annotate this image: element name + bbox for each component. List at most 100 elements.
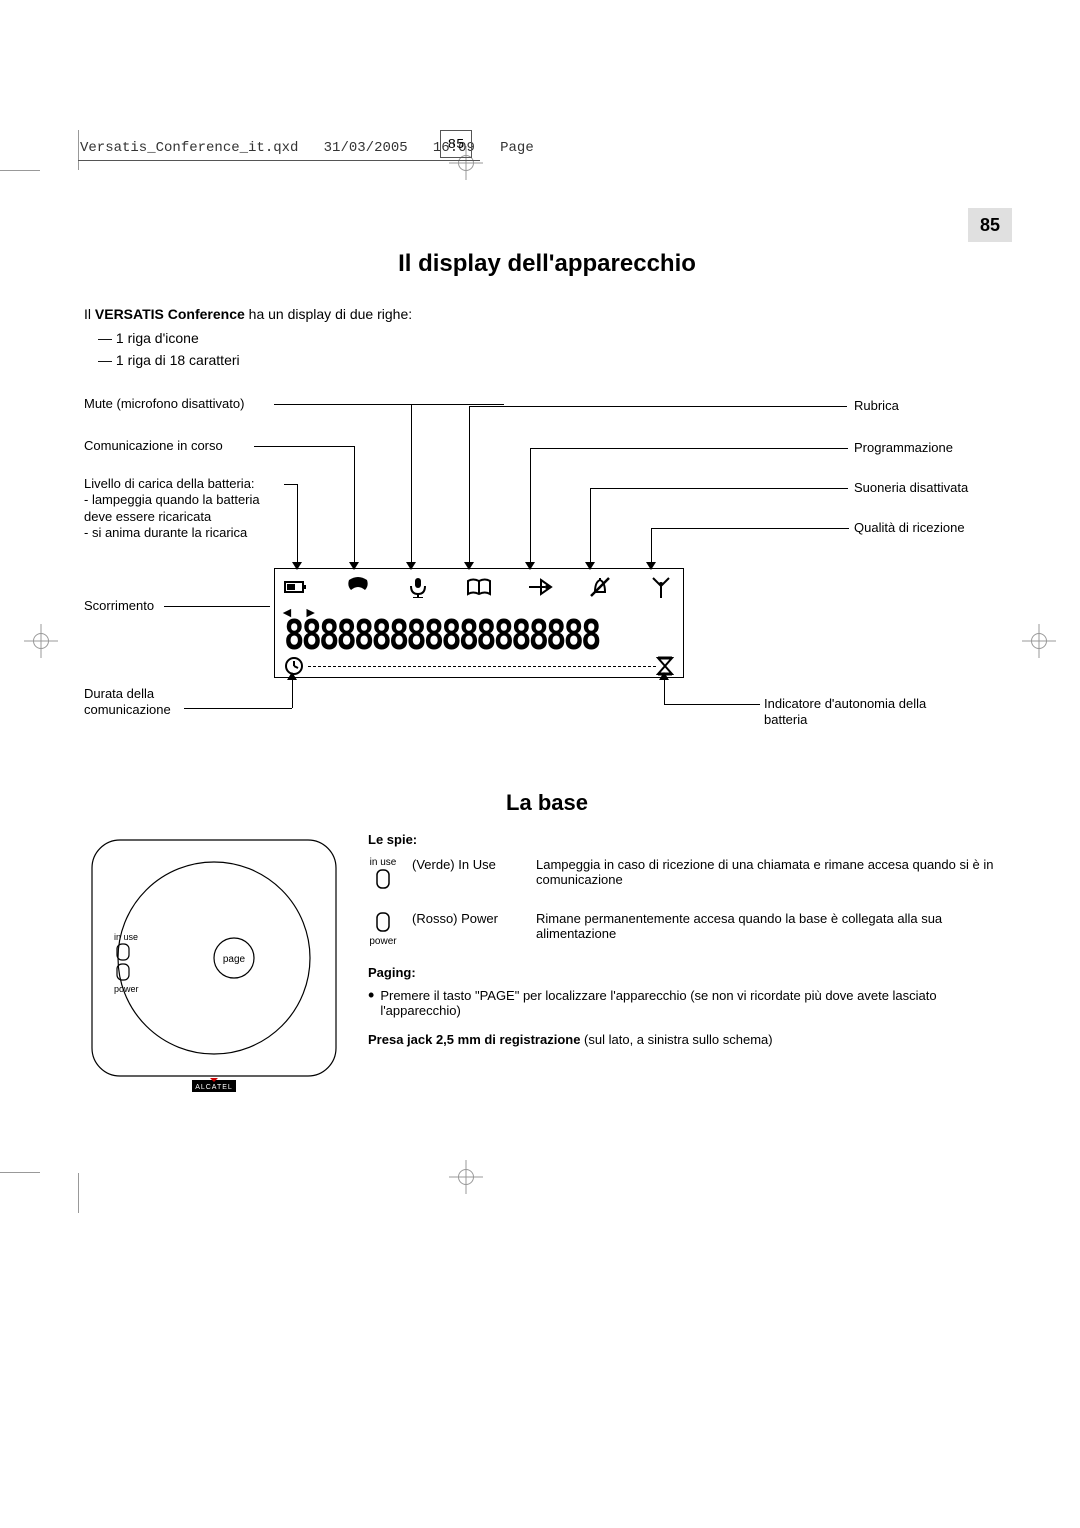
leader-line <box>292 680 293 708</box>
label-reception: Qualità di ricezione <box>854 520 965 536</box>
base-brand-label: ALCATEL <box>195 1084 233 1091</box>
book-icon <box>466 576 492 603</box>
arrowhead-icon <box>287 672 297 680</box>
leader-line <box>284 484 297 485</box>
base-in-use-label: in use <box>114 932 138 942</box>
leader-line <box>590 488 591 562</box>
page-number: 85 <box>968 208 1012 242</box>
leader-line <box>651 528 652 562</box>
label-battery-l3: - si anima durante la ricarica <box>84 525 247 540</box>
registration-mark <box>455 1166 477 1188</box>
label-battery-title: Livello di carica della batteria: <box>84 476 255 491</box>
battery-icon <box>284 576 310 603</box>
leader-line <box>164 606 270 607</box>
header-filename: Versatis_Conference_it.qxd <box>80 140 298 156</box>
intro-prefix: Il <box>84 306 95 322</box>
intro-suffix: ha un display di due righe: <box>245 306 412 322</box>
spie-desc: Lampeggia in caso di ricezione di una ch… <box>536 857 1010 887</box>
bell-off-icon <box>587 576 613 603</box>
leader-line <box>530 448 848 449</box>
arrowhead-icon <box>464 562 474 570</box>
paging-text: Premere il tasto "PAGE" per localizzare … <box>380 988 1010 1018</box>
arrowhead-icon <box>525 562 535 570</box>
header-date: 31/03/2005 <box>324 140 408 156</box>
label-battery-l2: deve essere ricaricata <box>84 509 211 524</box>
section2-title: La base <box>84 790 1010 816</box>
leader-line <box>590 488 848 489</box>
header-page-label: Page <box>500 140 534 156</box>
leader-line <box>254 446 354 447</box>
intro-line1: 1 riga d'icone <box>98 330 1010 346</box>
jack-line: Presa jack 2,5 mm di registrazione (sul … <box>368 1032 1010 1047</box>
section1-title: Il display dell'apparecchio <box>84 250 1010 278</box>
led-icon: power <box>368 911 398 947</box>
leader-line <box>469 406 470 562</box>
header-page-box: 85 <box>440 130 472 158</box>
base-page-label: page <box>223 954 246 965</box>
leader-line <box>274 404 504 405</box>
crop-mark <box>78 1173 79 1213</box>
arrow-right-icon <box>527 576 553 603</box>
spie-heading: Le spie: <box>368 832 1010 847</box>
leader-line <box>297 484 298 562</box>
dashed-line <box>308 666 656 667</box>
base-text: Le spie: in use (Verde) In Use Lampeggia… <box>368 832 1010 1102</box>
display-diagram: ◄ ► 888888888888888888 Mute (microfono d… <box>84 398 1010 758</box>
label-battery-l1: - lampeggia quando la batteria <box>84 492 260 507</box>
leader-line <box>469 406 847 407</box>
leader-line <box>664 704 760 705</box>
page-content: Il display dell'apparecchio Il VERSATIS … <box>84 250 1010 1102</box>
segment-row: 888888888888888888 <box>284 612 674 660</box>
handset-icon <box>345 576 371 603</box>
base-section: in use power page ALCATEL Le spie: in us… <box>84 832 1010 1102</box>
leader-line <box>530 448 531 562</box>
arrowhead-icon <box>292 562 302 570</box>
arrowhead-icon <box>585 562 595 570</box>
leader-line <box>184 708 292 709</box>
arrowhead-icon <box>646 562 656 570</box>
crop-mark <box>0 170 40 171</box>
crop-mark <box>78 130 79 170</box>
label-programming: Programmazione <box>854 440 953 456</box>
jack-bold: Presa jack 2,5 mm di registrazione <box>368 1032 580 1047</box>
led-icon: in use <box>368 857 398 893</box>
led-label-top: in use <box>368 857 398 868</box>
led-label-bottom: power <box>368 936 398 947</box>
paging-bullet: Premere il tasto "PAGE" per localizzare … <box>368 988 1010 1018</box>
spie-name: (Rosso) Power <box>412 911 522 926</box>
lcd-icon-row <box>284 576 674 602</box>
label-duration-l1: Durata della <box>84 686 154 701</box>
leader-line <box>664 680 665 704</box>
arrowhead-icon <box>659 672 669 680</box>
leader-line <box>651 528 849 529</box>
label-battery: Livello di carica della batteria: - lamp… <box>84 476 260 541</box>
header-rule <box>78 160 480 161</box>
jack-rest: (sul lato, a sinistra sullo schema) <box>580 1032 772 1047</box>
spie-name: (Verde) In Use <box>412 857 522 872</box>
arrowhead-icon <box>406 562 416 570</box>
leader-line <box>411 404 412 562</box>
intro-text: Il VERSATIS Conference ha un display di … <box>84 306 1010 322</box>
spie-row-power: power (Rosso) Power Rimane permanentemen… <box>368 911 1010 947</box>
label-autonomy-l1: Indicatore d'autonomia della <box>764 696 926 711</box>
leader-line <box>354 446 355 562</box>
label-comms: Comunicazione in corso <box>84 438 223 454</box>
spie-row-inuse: in use (Verde) In Use Lampeggia in caso … <box>368 857 1010 893</box>
paging-block: Premere il tasto "PAGE" per localizzare … <box>368 988 1010 1018</box>
label-autonomy-l2: batteria <box>764 712 807 727</box>
paging-heading: Paging: <box>368 965 1010 980</box>
microphone-icon <box>405 576 431 603</box>
crop-mark <box>0 1172 40 1173</box>
label-ringer-off: Suoneria disattivata <box>854 480 968 496</box>
antenna-icon <box>648 576 674 603</box>
intro-bold: VERSATIS Conference <box>95 306 245 322</box>
label-autonomy: Indicatore d'autonomia della batteria <box>764 696 926 729</box>
label-mute: Mute (microfono disattivato) <box>84 396 244 412</box>
label-phonebook: Rubrica <box>854 398 899 414</box>
spie-desc: Rimane permanentemente accesa quando la … <box>536 911 1010 941</box>
label-duration-l2: comunicazione <box>84 702 171 717</box>
registration-mark <box>1028 630 1050 652</box>
label-duration: Durata della comunicazione <box>84 686 171 719</box>
base-power-label: power <box>114 984 139 994</box>
arrowhead-icon <box>349 562 359 570</box>
